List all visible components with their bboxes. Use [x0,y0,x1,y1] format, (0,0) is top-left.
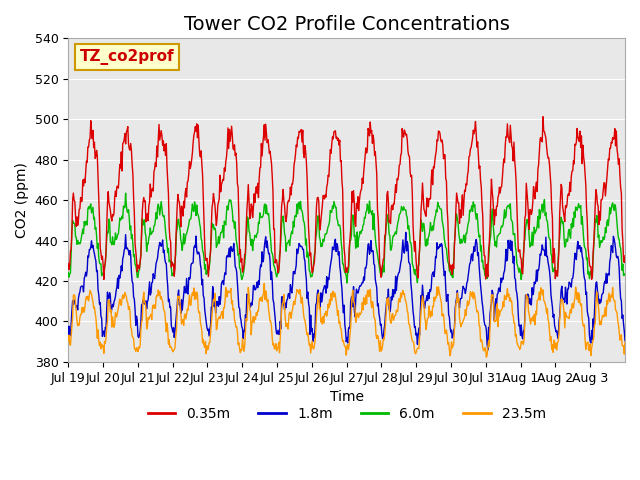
X-axis label: Time: Time [330,390,364,404]
Legend: 0.35m, 1.8m, 6.0m, 23.5m: 0.35m, 1.8m, 6.0m, 23.5m [142,401,551,426]
Y-axis label: CO2 (ppm): CO2 (ppm) [15,162,29,238]
Text: TZ_co2prof: TZ_co2prof [79,49,174,65]
Title: Tower CO2 Profile Concentrations: Tower CO2 Profile Concentrations [184,15,509,34]
